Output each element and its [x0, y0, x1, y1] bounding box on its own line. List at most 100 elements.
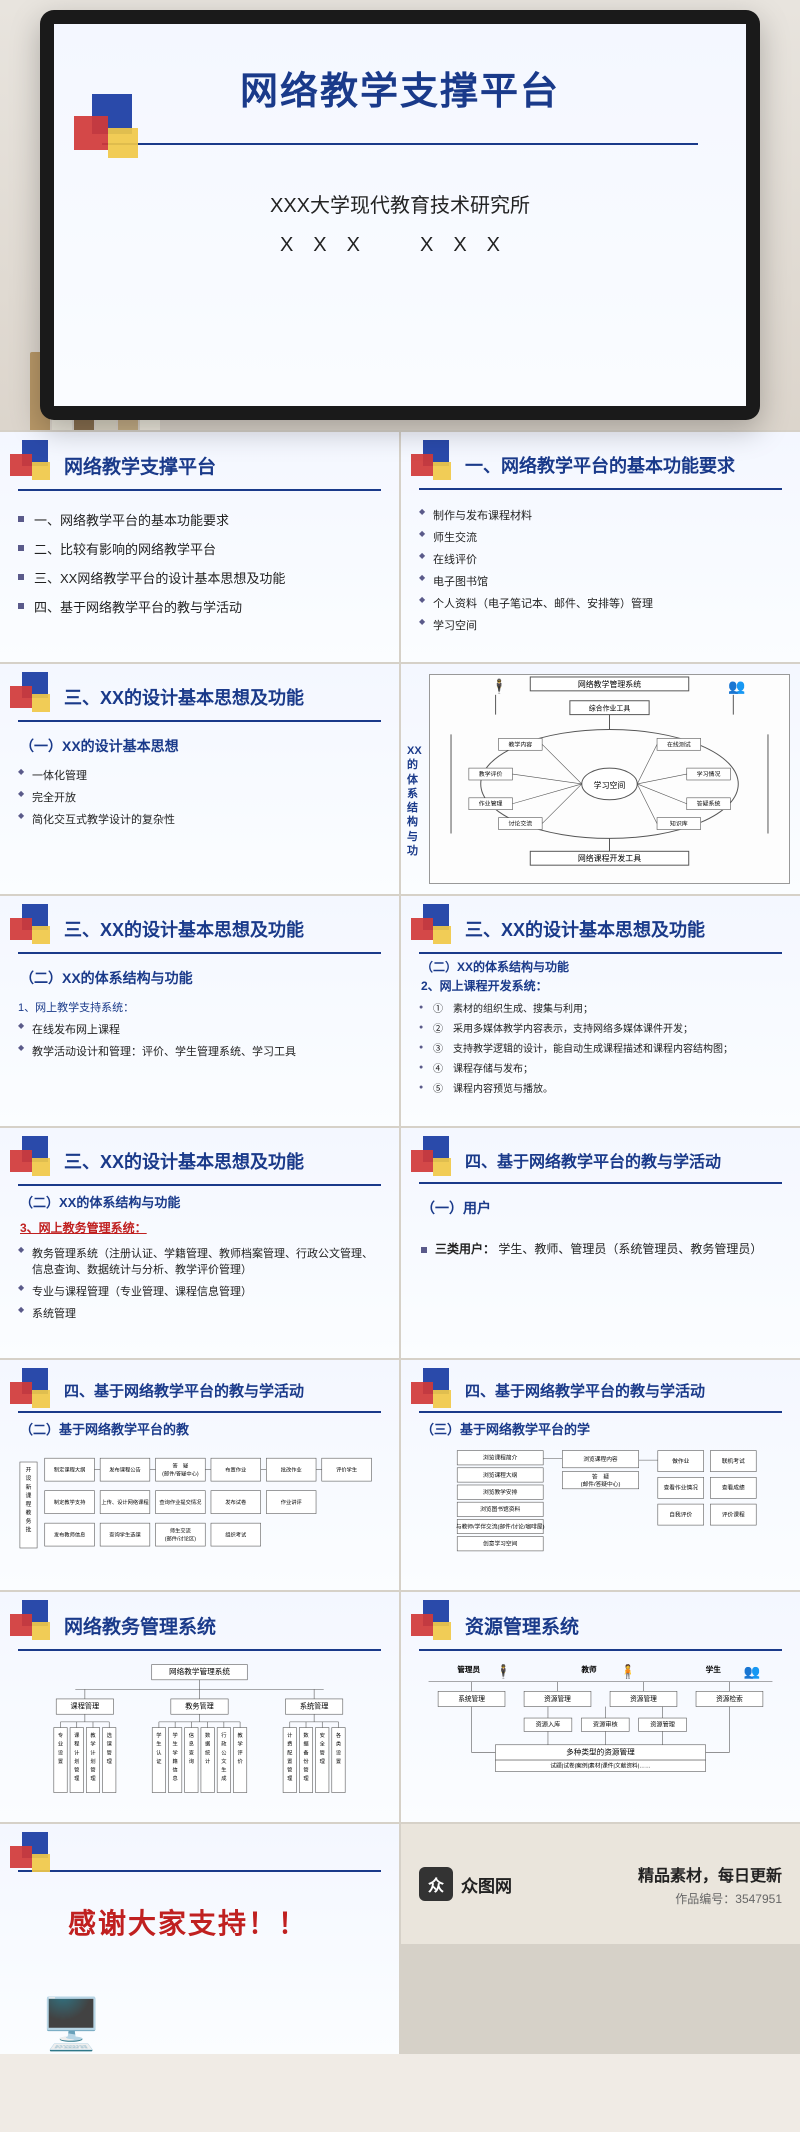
list-item: ④ 课程存储与发布；: [419, 1060, 782, 1080]
list-item: 个人资料（电子笔记本、邮件、安排等）管理: [419, 592, 782, 614]
item-list: ① 素材的组织生成、搜集与利用；② 采用多媒体教学内容表示，支持网络多媒体课件开…: [419, 1000, 782, 1100]
thanks-text: 感谢大家支持！！: [68, 1902, 381, 1942]
svg-text:成: 成: [221, 1774, 227, 1782]
divider: [18, 1870, 381, 1872]
svg-text:设: 设: [336, 1748, 342, 1756]
subtitle: （二）XX的体系结构与功能: [20, 968, 381, 988]
slide-learn-flow: 四、基于网络教学平台的教与学活动 （三）基于网络教学平台的学 浏览课程简介浏览课…: [401, 1360, 800, 1590]
logo-icon: [411, 440, 455, 484]
slide-title: 四、基于网络教学平台的教与学活动: [465, 1148, 782, 1172]
svg-text:浏览课程大纲: 浏览课程大纲: [483, 1470, 518, 1478]
divider: [18, 720, 381, 722]
list-item: 师生交流: [419, 526, 782, 548]
numbered-heading: 3、网上教务管理系统：: [20, 1219, 381, 1236]
svg-text:选: 选: [107, 1731, 113, 1739]
svg-text:教学评价: 教学评价: [479, 770, 503, 778]
users-label: 三类用户：: [421, 1242, 495, 1256]
list-item: 四、基于网络教学平台的教与学活动: [18, 592, 381, 621]
svg-text:公: 公: [221, 1750, 227, 1756]
svg-text:管: 管: [320, 1748, 325, 1756]
svg-text:系统管理: 系统管理: [458, 1693, 485, 1702]
svg-text:专: 专: [58, 1731, 63, 1739]
list-item: 三、XX网络教学平台的设计基本思想及功能: [18, 563, 381, 592]
svg-text:行: 行: [221, 1731, 226, 1739]
outline-list: 一、网络教学平台的基本功能要求二、比较有影响的网络教学平台三、XX网络教学平台的…: [18, 505, 381, 621]
list-item: 二、比较有影响的网络教学平台: [18, 534, 381, 563]
svg-text:网络教学管理系统: 网络教学管理系统: [578, 679, 641, 689]
svg-text:制定课程大纲: 制定课程大纲: [54, 1465, 86, 1473]
slides-grid: 网络教学支撑平台 一、网络教学平台的基本功能要求二、比较有影响的网络教学平台三、…: [0, 430, 800, 2054]
svg-text:教: 教: [237, 1731, 243, 1739]
svg-text:份: 份: [303, 1756, 309, 1764]
list-item: ⑤ 课程内容预览与播放。: [419, 1080, 782, 1100]
list-item: 系统管理: [18, 1302, 381, 1324]
slide-title: 三、XX的设计基本思想及功能: [64, 1148, 381, 1174]
svg-text:管: 管: [287, 1765, 292, 1773]
divider: [419, 1182, 782, 1184]
divider: [419, 952, 782, 954]
svg-text:学: 学: [173, 1731, 178, 1739]
svg-text:联机考试: 联机考试: [722, 1457, 745, 1465]
slide-title: 四、基于网络教学平台的教与学活动: [64, 1380, 381, 1401]
subtitle: （一）XX的设计基本思想: [20, 736, 381, 756]
logo-icon: [411, 904, 455, 948]
svg-text:批: 批: [26, 1525, 32, 1533]
svg-text:浏览图书馆资料: 浏览图书馆资料: [480, 1505, 520, 1513]
svg-text:程: 程: [74, 1739, 80, 1747]
svg-text:浏览教学安排: 浏览教学安排: [483, 1488, 518, 1496]
svg-text:管: 管: [74, 1765, 79, 1773]
logo-icon: [10, 1368, 54, 1412]
svg-text:划: 划: [74, 1756, 79, 1764]
list-item: 电子图书馆: [419, 570, 782, 592]
svg-text:类: 类: [336, 1739, 342, 1747]
svg-text:课: 课: [107, 1739, 113, 1747]
svg-text:生: 生: [221, 1765, 226, 1773]
list-item: 学习空间: [419, 614, 782, 636]
svg-text:🕴: 🕴: [491, 678, 508, 695]
svg-text:与教师/学伴交流(邮件/讨论/咖啡屋): 与教师/学伴交流(邮件/讨论/咖啡屋): [456, 1522, 545, 1530]
teach-flow-svg: 开设新课程教务批制定课程大纲发布课程公告答 疑(邮件/答疑中心)布置作业批改作业…: [18, 1446, 381, 1564]
svg-text:课程管理: 课程管理: [71, 1701, 100, 1710]
list-item: ① 素材的组织生成、搜集与利用；: [419, 1000, 782, 1020]
slide-outline: 网络教学支撑平台 一、网络教学平台的基本功能要求二、比较有影响的网络教学平台三、…: [0, 432, 399, 662]
slide-system2: 三、XX的设计基本思想及功能 （二）XX的体系结构与功能 2、网上课程开发系统：…: [401, 896, 800, 1126]
svg-text:学: 学: [173, 1748, 178, 1756]
svg-text:数: 数: [205, 1731, 211, 1739]
svg-text:布置作业: 布置作业: [225, 1465, 246, 1473]
logo-icon: [10, 1600, 54, 1644]
svg-text:综合作业工具: 综合作业工具: [589, 704, 631, 713]
svg-text:置: 置: [287, 1757, 292, 1764]
svg-text:务: 务: [26, 1517, 32, 1525]
list-item: 专业与课程管理（专业管理、课程信息管理）: [18, 1280, 381, 1302]
svg-text:籍: 籍: [173, 1756, 178, 1764]
svg-text:教: 教: [90, 1731, 96, 1739]
svg-text:划: 划: [90, 1756, 95, 1764]
svg-text:息: 息: [173, 1774, 178, 1782]
function-list: 制作与发布课程材料师生交流在线评价电子图书馆个人资料（电子笔记本、邮件、安排等）…: [419, 504, 782, 636]
svg-text:费: 费: [287, 1739, 292, 1747]
admin-tree-svg: 网络教学管理系统课程管理专业设置课程计划管理教学计划管理选课管理教务管理学生认证…: [18, 1657, 381, 1802]
svg-text:管: 管: [90, 1765, 95, 1773]
subtitle: （二）XX的体系结构与功能: [20, 1192, 381, 1211]
hero-section: 网络教学支撑平台 XXX大学现代教育技术研究所 XXX XXX: [0, 0, 800, 430]
footer: 众 众图网 精品素材，每日更新 作品编号：3547951: [401, 1824, 800, 1944]
slide-architecture-diagram: XX的体系结构与功 网络教学管理系统 🕴👥 综合作业工具 学习空间 教学内容在线…: [401, 664, 800, 894]
svg-text:理: 理: [90, 1775, 96, 1782]
svg-text:学生: 学生: [706, 1664, 722, 1674]
svg-text:息: 息: [189, 1739, 194, 1747]
slide-teach-flow: 四、基于网络教学平台的教与学活动 （二）基于网络教学平台的教 开设新课程教务批制…: [0, 1360, 399, 1590]
svg-text:组织考试: 组织考试: [225, 1530, 247, 1538]
computer-icon: 🖥️: [40, 1995, 102, 2054]
svg-text:新: 新: [26, 1482, 32, 1490]
list-item: 一、网络教学平台的基本功能要求: [18, 505, 381, 534]
svg-text:据: 据: [205, 1739, 211, 1747]
list-item: 在线评价: [419, 548, 782, 570]
svg-text:学习空间: 学习空间: [594, 780, 626, 790]
svg-text:作业管理: 作业管理: [479, 800, 503, 808]
svg-text:资源管理: 资源管理: [630, 1693, 657, 1702]
svg-text:配: 配: [287, 1749, 293, 1756]
svg-text:据: 据: [303, 1739, 309, 1747]
svg-text:课: 课: [74, 1731, 80, 1739]
svg-text:计: 计: [90, 1748, 96, 1756]
svg-text:设: 设: [58, 1748, 64, 1756]
